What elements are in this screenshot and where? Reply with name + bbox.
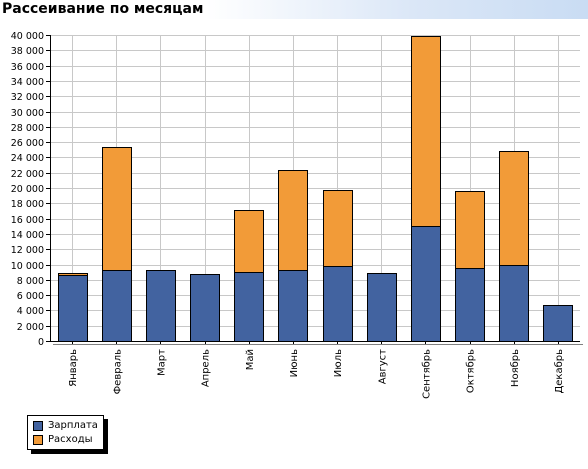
- y-tick-label: 0: [38, 337, 44, 348]
- y-tick-label: 18 000: [11, 199, 44, 210]
- bar-expenses: [58, 273, 88, 276]
- legend-item-expenses: Расходы: [33, 433, 93, 446]
- title-bar: Рассеивание по месяцам: [0, 0, 588, 19]
- bar-salary: [234, 272, 264, 342]
- x-tick-label: Июль: [333, 349, 344, 377]
- y-tick-labels: 0 2 000 4 000 6 000 8 000 10 000 12 000 14 000 1…: [11, 31, 44, 348]
- bar-salary: [543, 305, 573, 342]
- x-tick-label: Декабрь: [554, 349, 565, 394]
- bar-salary: [58, 275, 88, 342]
- y-tick-label: 34 000: [11, 77, 44, 88]
- legend: Зарплата Расходы: [27, 415, 104, 450]
- y-tick-label: 16 000: [11, 215, 44, 226]
- x-tick-label: Август: [377, 349, 388, 384]
- x-tick-label: Январь: [68, 349, 79, 387]
- x-tick-label: Октябрь: [466, 349, 477, 393]
- bar-expenses: [411, 36, 441, 227]
- bar-salary: [411, 226, 441, 342]
- y-tick-label: 36 000: [11, 62, 44, 73]
- x-tick-label: Июнь: [289, 349, 300, 377]
- x-tick-label: Апрель: [201, 349, 212, 387]
- x-tick-label: Май: [245, 349, 256, 370]
- y-tick-label: 38 000: [11, 46, 44, 57]
- y-tick-label: 4 000: [17, 306, 44, 317]
- legend-swatch-expenses: [33, 434, 43, 445]
- legend-label-salary: Зарплата: [48, 420, 98, 431]
- bar-expenses: [278, 170, 308, 271]
- y-tick-label: 28 000: [11, 123, 44, 134]
- y-tick-label: 24 000: [11, 153, 44, 164]
- grid-layer: [50, 35, 580, 341]
- bar-salary: [323, 266, 353, 342]
- y-tick-label: 14 000: [11, 230, 44, 241]
- chart-title: Рассеивание по месяцам: [2, 1, 204, 17]
- bar-salary: [367, 273, 397, 342]
- y-tick-label: 8 000: [17, 276, 44, 287]
- bar-salary: [190, 274, 220, 342]
- legend-label-expenses: Расходы: [48, 434, 93, 445]
- y-tick-label: 40 000: [11, 31, 44, 42]
- y-tick-label: 30 000: [11, 108, 44, 119]
- y-tick-label: 32 000: [11, 92, 44, 103]
- bar-salary: [278, 270, 308, 342]
- x-tick-label: Март: [156, 349, 167, 376]
- y-tick-label: 26 000: [11, 138, 44, 149]
- bar-expenses: [323, 190, 353, 267]
- x-tick-labels: Январь Февраль Март Апрель Май Июнь Июль Август…: [68, 349, 565, 399]
- y-tick-label: 22 000: [11, 169, 44, 180]
- y-tick-label: 10 000: [11, 261, 44, 272]
- legend-item-salary: Зарплата: [33, 419, 98, 432]
- y-tick-label: 20 000: [11, 184, 44, 195]
- bar-salary: [102, 270, 132, 342]
- y-tick-label: 12 000: [11, 245, 44, 256]
- bar-expenses: [234, 210, 264, 273]
- y-tick-label: 6 000: [17, 291, 44, 302]
- x-tick-label: Февраль: [112, 349, 123, 395]
- x-tick-label: Ноябрь: [510, 349, 521, 387]
- bar-salary: [499, 265, 529, 342]
- x-tick-label: Сентябрь: [421, 349, 432, 399]
- axis-layer: [46, 35, 583, 345]
- bar-expenses: [102, 147, 132, 271]
- y-tick-label: 2 000: [17, 322, 44, 333]
- bar-expenses: [499, 151, 529, 266]
- bar-expenses: [455, 191, 485, 269]
- bar-salary: [455, 268, 485, 342]
- legend-swatch-salary: [33, 420, 43, 431]
- bar-salary: [146, 270, 176, 342]
